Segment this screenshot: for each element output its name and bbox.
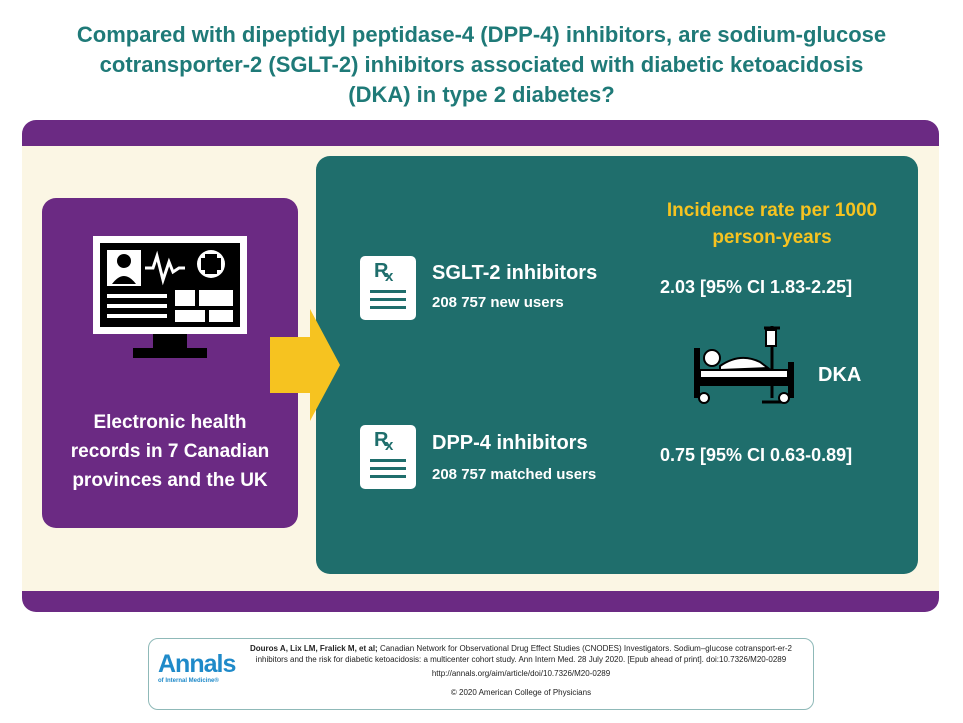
journal-logo: Annals (158, 650, 236, 678)
copyright: © 2020 American College of Physicians (450, 688, 592, 697)
citation-box (148, 638, 814, 710)
results-card (316, 156, 918, 574)
page-title: Compared with dipeptidyl peptidase-4 (DP… (76, 22, 887, 107)
group-users-dpp4: 208 757 matched users (432, 466, 597, 483)
outcome-label: DKA (818, 364, 862, 386)
rate-dpp4: 0.75 [95% CI 0.63-0.89] (660, 445, 853, 465)
group-name-dpp4: DPP-4 inhibitors (432, 432, 588, 454)
monitor-health-record-icon (93, 236, 247, 358)
citation-body: Canadian Network for Observational Drug … (255, 644, 792, 664)
group-users-sglt2: 208 757 new users (432, 294, 564, 311)
hospital-bed-icon (694, 326, 794, 404)
journal-logo-subtitle: of Internal Medicine® (158, 678, 219, 684)
citation-authors: Douros A, Lix LM, Fralick M, et al; (249, 644, 378, 653)
citation-url[interactable]: http://annals.org/aim/article/doi/10.732… (431, 669, 611, 678)
rate-sglt2: 2.03 [95% CI 1.83-2.25] (660, 277, 853, 297)
arrow-right-icon (270, 309, 340, 421)
citation-text: Douros A, Lix LM, Fralick M, et al; Cana… (236, 643, 806, 665)
group-name-sglt2: SGLT-2 inhibitors (432, 262, 598, 284)
incidence-heading: Incidence rate per 1000 person-years (666, 200, 878, 248)
data-source-text: Electronic health records in 7 Canadian … (70, 412, 270, 491)
